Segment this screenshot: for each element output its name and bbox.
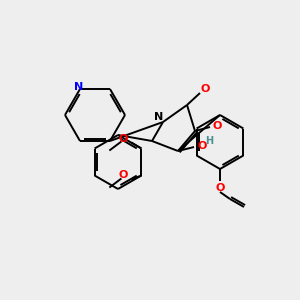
- Text: N: N: [154, 112, 164, 122]
- Text: O: O: [200, 84, 210, 94]
- Text: O: O: [119, 134, 128, 143]
- Text: O: O: [215, 183, 225, 193]
- Text: O: O: [197, 141, 207, 151]
- Text: N: N: [74, 82, 84, 92]
- Text: O: O: [212, 121, 222, 131]
- Text: O: O: [119, 170, 128, 181]
- Text: H: H: [205, 136, 213, 146]
